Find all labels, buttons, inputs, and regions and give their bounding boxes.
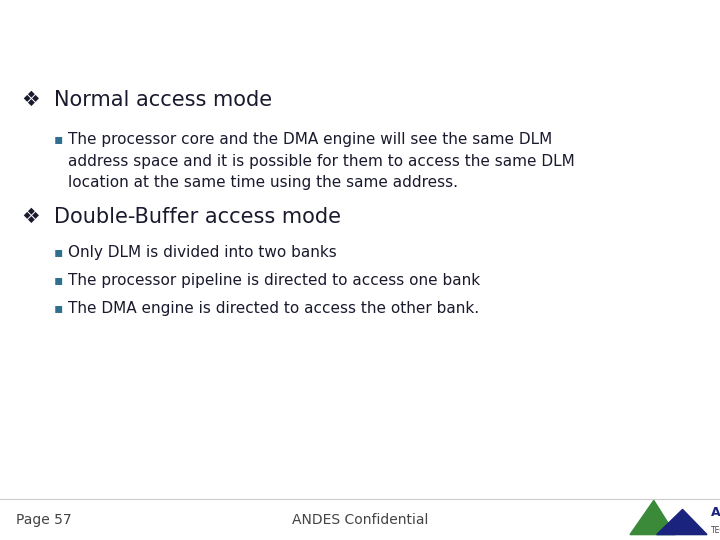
Text: ▪: ▪ — [54, 301, 63, 315]
Text: Data Local Memory Access Modes: Data Local Memory Access Modes — [16, 18, 465, 42]
Text: ANDES Confidential: ANDES Confidential — [292, 513, 428, 526]
Text: ▪: ▪ — [54, 132, 63, 146]
Text: ▪: ▪ — [54, 245, 63, 259]
Text: The DMA engine is directed to access the other bank.: The DMA engine is directed to access the… — [68, 301, 479, 316]
Text: ▪: ▪ — [54, 273, 63, 287]
Text: The processor core and the DMA engine will see the same DLM
address space and it: The processor core and the DMA engine wi… — [68, 132, 575, 190]
Text: ❖  Double-Buffer access mode: ❖ Double-Buffer access mode — [22, 207, 341, 227]
Polygon shape — [630, 501, 675, 535]
Text: Only DLM is divided into two banks: Only DLM is divided into two banks — [68, 245, 337, 260]
Text: TECHNOLOGY: TECHNOLOGY — [711, 525, 720, 535]
Text: The processor pipeline is directed to access one bank: The processor pipeline is directed to ac… — [68, 273, 480, 288]
Polygon shape — [657, 509, 707, 535]
Text: ❖  Normal access mode: ❖ Normal access mode — [22, 90, 272, 110]
Text: Page 57: Page 57 — [16, 513, 71, 526]
Text: ANDES: ANDES — [711, 505, 720, 518]
